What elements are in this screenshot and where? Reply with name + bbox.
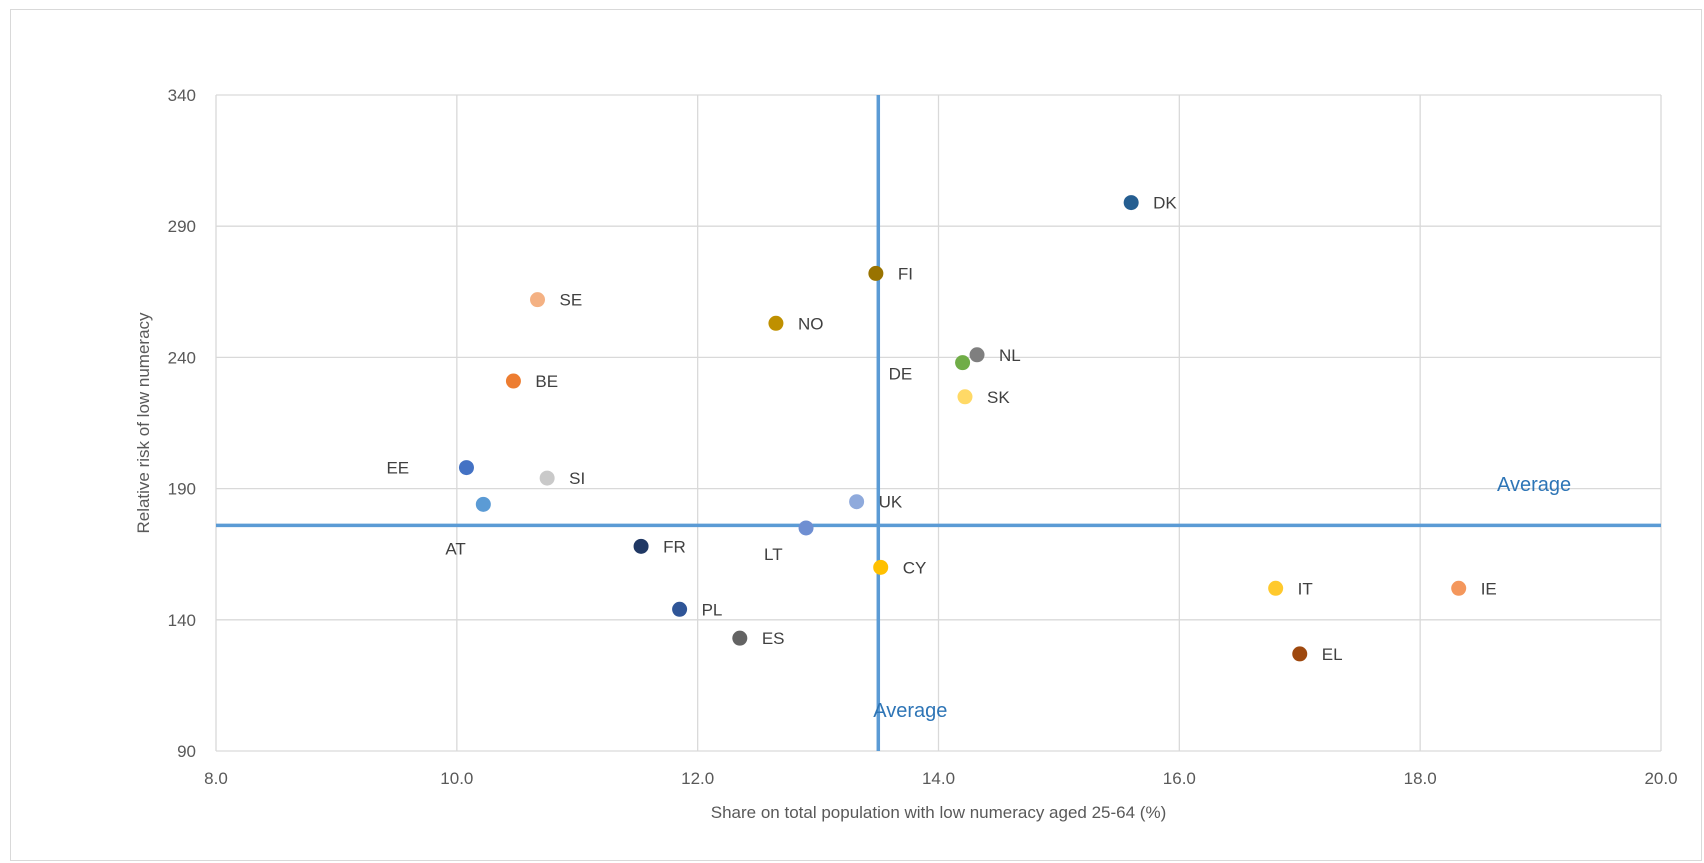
data-point-be [505,373,521,389]
data-point-ee [458,460,474,476]
point-label-ie: IE [1481,579,1497,598]
y-tick-label: 340 [168,86,196,105]
data-point-uk [849,494,865,510]
point-label-se: SE [560,291,583,310]
average-y-label: Average [1497,474,1571,496]
data-points: DK FI SE NO NL DE BE SK EE SI AT UK LT FR CY IT IE PL ES EL [386,194,1496,664]
point-label-uk: UK [879,493,903,512]
x-axis-title: Share on total population with low numer… [711,803,1167,822]
y-tick-label: 240 [168,348,196,367]
y-tick-label: 90 [177,742,196,761]
point-label-el: EL [1322,645,1343,664]
data-point-es [732,630,748,646]
data-point-fr [633,538,649,554]
point-label-ee: EE [386,459,409,478]
point-label-be: BE [535,372,558,391]
data-point-de [955,355,971,371]
point-label-sk: SK [987,388,1010,407]
x-tick-label: 8.0 [204,769,228,788]
x-tick-label: 16.0 [1163,769,1196,788]
point-label-no: NO [798,314,824,333]
point-label-lt: LT [764,545,783,564]
data-point-si [539,470,555,486]
data-point-no [768,315,784,331]
x-tick-label: 14.0 [922,769,955,788]
data-point-el [1292,646,1308,662]
y-tick-label: 290 [168,217,196,236]
data-point-nl [969,347,985,363]
data-point-at [475,496,491,512]
point-label-at: AT [445,539,465,558]
point-label-cy: CY [903,558,927,577]
x-tick-label: 20.0 [1644,769,1677,788]
y-tick-label: 140 [168,611,196,630]
point-label-pl: PL [702,600,723,619]
data-point-pl [672,601,688,617]
data-point-cy [873,559,889,575]
y-axis-title: Relative risk of low numeracy [134,312,153,534]
data-point-it [1268,580,1284,596]
point-label-fi: FI [898,264,913,283]
x-tick-label: 12.0 [681,769,714,788]
point-label-it: IT [1298,579,1313,598]
data-point-sk [957,389,973,405]
axis-ticks: 8.0 10.0 12.0 14.0 16.0 18.0 20.0 90 140 190 240 29… [168,86,1678,788]
data-point-se [530,292,546,308]
data-point-ie [1451,580,1467,596]
x-tick-label: 10.0 [440,769,473,788]
data-point-dk [1123,195,1139,211]
y-tick-label: 190 [168,480,196,499]
gridlines [215,94,1662,752]
x-tick-label: 18.0 [1404,769,1437,788]
average-x-label: Average [873,700,947,722]
average-lines [216,95,1661,751]
data-point-lt [798,520,814,536]
point-label-es: ES [762,629,785,648]
point-label-de: DE [889,365,913,384]
data-point-fi [868,265,884,281]
point-label-fr: FR [663,537,686,556]
point-label-si: SI [569,469,585,488]
point-label-dk: DK [1153,194,1177,213]
point-label-nl: NL [999,346,1021,365]
